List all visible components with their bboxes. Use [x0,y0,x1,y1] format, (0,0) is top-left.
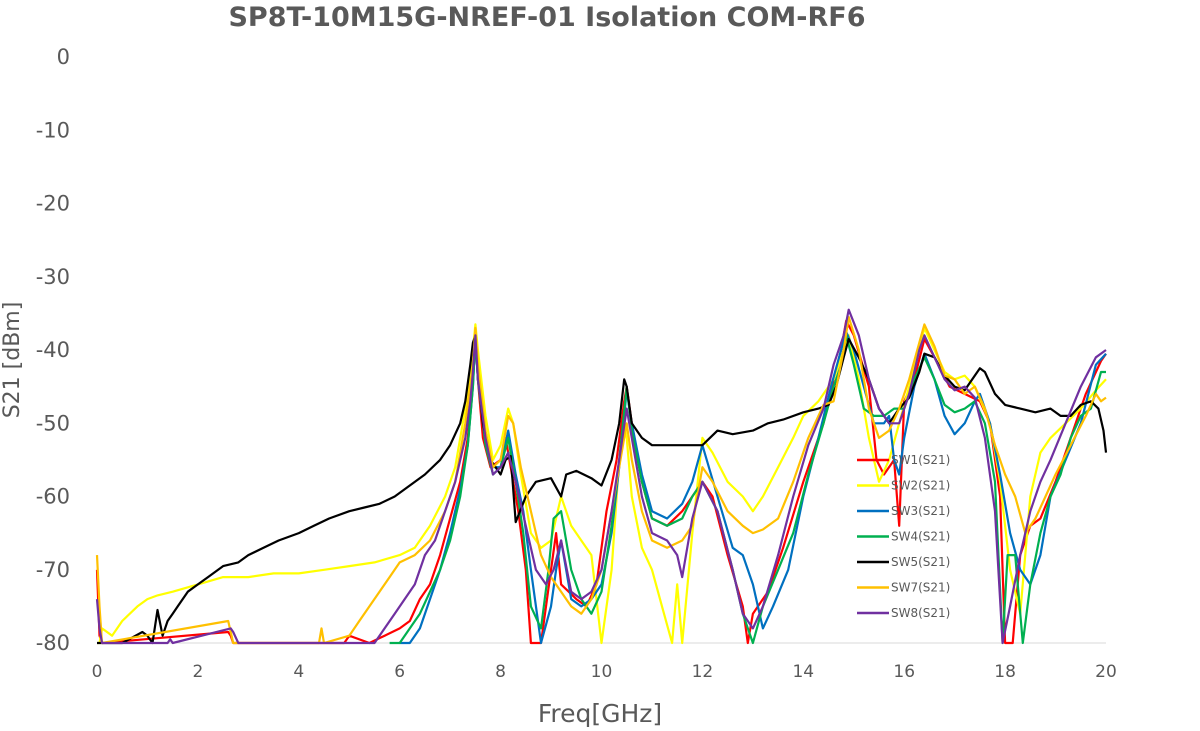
legend-label-1: SW1(S21) [891,453,950,467]
y-tick-label: -30 [36,265,70,289]
y-tick-label: -20 [36,192,70,216]
x-tick-label: 6 [394,662,405,682]
legend: SW1(S21) SW2(S21) SW3(S21) SW4(S21) SW5(S21)… [857,453,950,620]
legend-label-2: SW2(S21) [891,479,950,493]
x-tick-label: 16 [893,662,915,682]
y-tick-label: -10 [36,118,70,142]
y-tick-label: -80 [36,631,70,655]
x-tick-label: 8 [495,662,506,682]
x-tick-label: 4 [293,662,304,682]
x-tick-label: 14 [792,662,814,682]
x-axis-label: Freq[GHz] [538,699,662,728]
legend-label-3: SW3(S21) [891,504,950,518]
y-axis-label: S21 [dBm] [0,302,25,419]
x-tick-label: 12 [692,662,714,682]
x-tick-label: 0 [92,662,103,682]
legend-label-7: SW8(S21) [891,606,950,620]
chart-title: SP8T-10M15G-NREF-01 Isolation COM-RF6 [228,2,865,33]
legend-label-4: SW4(S21) [891,530,950,544]
y-tick-label: -60 [36,485,70,509]
y-tick-label: -40 [36,338,70,362]
y-tick-label: -70 [36,558,70,582]
x-tick-label: 20 [1095,662,1117,682]
x-tick-label: 10 [591,662,613,682]
series-lines [95,308,1108,645]
series-line-1 [95,319,1107,645]
x-tick-label: 2 [192,662,203,682]
legend-label-5: SW5(S21) [891,555,950,569]
x-axis-ticks: 0 2 4 6 8 10 12 14 16 18 20 [92,662,1117,682]
series-line-5 [97,334,1108,645]
y-tick-label: -50 [36,411,70,435]
y-axis-ticks: 0 -10 -20 -30 -40 -50 -60 -70 -80 [36,45,70,655]
x-tick-label: 18 [994,662,1016,682]
legend-label-6: SW7(S21) [891,581,950,595]
series-line-6 [95,315,1107,645]
series-line-7 [95,308,1107,645]
y-tick-label: 0 [57,45,70,69]
